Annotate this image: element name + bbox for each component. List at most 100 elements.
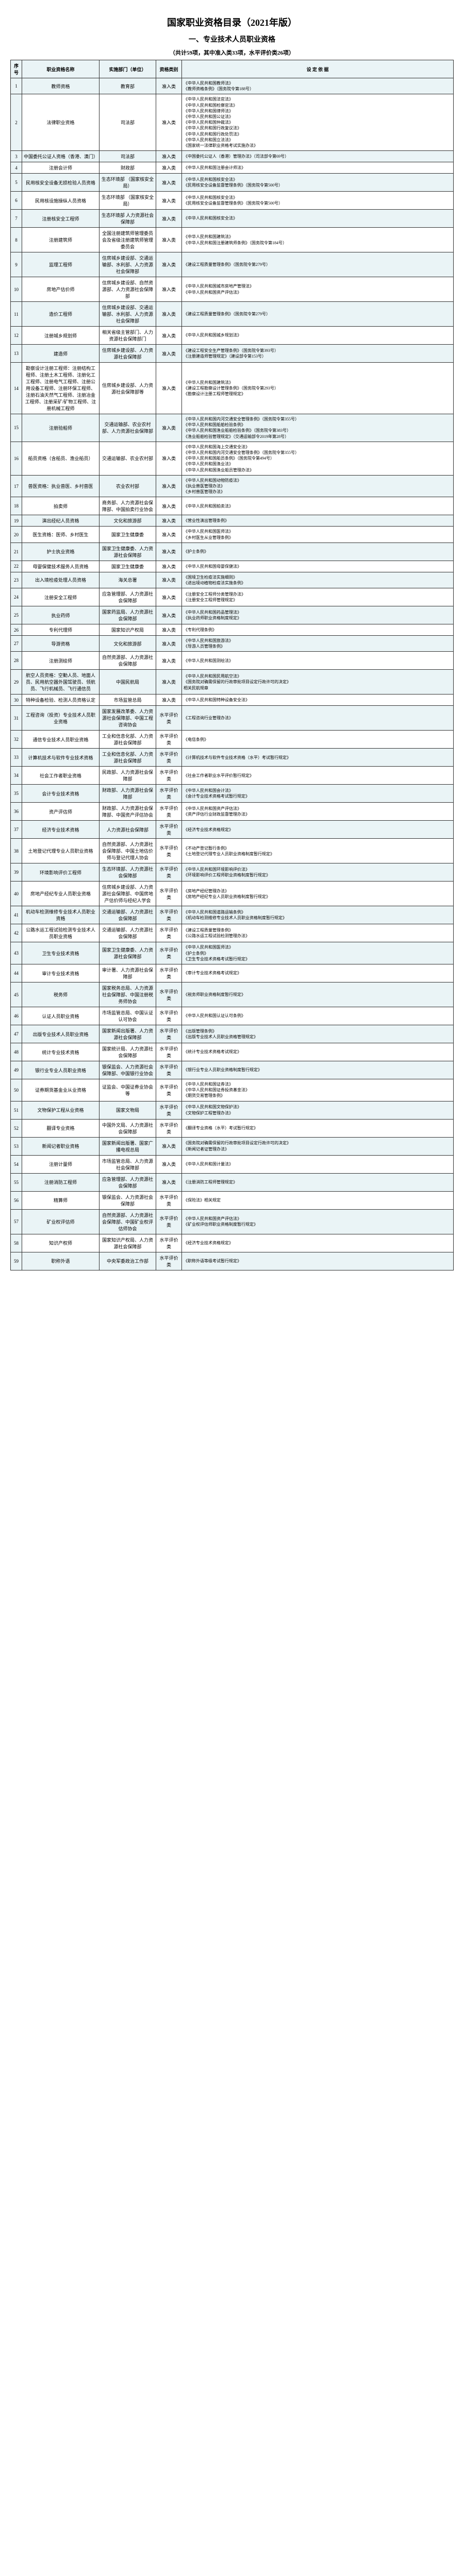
cell-basis: 《职称外语等级考试暂行规定》 <box>182 1252 454 1270</box>
cell-seq: 27 <box>11 636 22 652</box>
cell-type: 准入类 <box>156 636 182 652</box>
cell-dept: 应急管理部、人力资源社会保障部 <box>100 1173 156 1191</box>
cell-name: 专利代理师 <box>22 624 100 636</box>
cell-name: 出版专业技术人员职业资格 <box>22 1025 100 1043</box>
cell-basis: 《中国委托公证人（香港）管理办法》（司法部令第69号） <box>182 151 454 162</box>
cell-type: 准入类 <box>156 606 182 624</box>
cell-dept: 生态环境部、人力资源社会保障部 <box>100 863 156 882</box>
table-row: 13建造师住房城乡建设部、人力资源社会保障部准入类《建设工程安全生产管理条例》（… <box>11 345 454 363</box>
table-row: 31工程咨询（投资）专业技术人员职业资格国家发展改革委、人力资源社会保障部、中国… <box>11 706 454 731</box>
table-row: 24注册安全工程师应急管理部、人力资源社会保障部准入类《注册安全工程师分类管理办… <box>11 588 454 606</box>
cell-seq: 37 <box>11 821 22 839</box>
cell-dept: 文化和旅游部 <box>100 515 156 527</box>
cell-basis: 《专利代理条例》 <box>182 624 454 636</box>
cell-dept: 国家知识产权局 <box>100 624 156 636</box>
cell-type: 水平评价类 <box>156 767 182 785</box>
cell-name: 船员资格（含船员、渔业船员） <box>22 442 100 475</box>
cell-name: 认证人员职业资格 <box>22 1007 100 1025</box>
cell-type: 准入类 <box>156 694 182 706</box>
cell-seq: 19 <box>11 515 22 527</box>
cell-basis: 《建设工程质量管理条例》《公路水运工程试验检测管理办法》 <box>182 924 454 942</box>
cell-seq: 56 <box>11 1191 22 1209</box>
cell-type: 准入类 <box>156 670 182 694</box>
cell-dept: 教育部 <box>100 78 156 94</box>
cell-seq: 20 <box>11 527 22 543</box>
cell-dept: 国家卫生健康委、人力资源社会保障部 <box>100 543 156 561</box>
cell-dept: 自然资源部、人力资源社会保障部、中国土地估价师与登记代理人协会 <box>100 839 156 863</box>
cell-seq: 7 <box>11 210 22 228</box>
cell-basis: 《银行业专业人员职业资格制度暂行规定》 <box>182 1061 454 1079</box>
table-row: 5民用核安全设备无损检验人员资格生态环境部 （国家核安全局）准入类《中华人民共和… <box>11 174 454 192</box>
cell-basis: 《中华人民共和国医师法》《乡村医生从业管理条例》 <box>182 527 454 543</box>
cell-basis: 《工程咨询行业管理办法》 <box>182 706 454 731</box>
cell-type: 准入类 <box>156 1155 182 1173</box>
table-row: 21护士执业资格国家卫生健康委、人力资源社会保障部准入类《护士条例》 <box>11 543 454 561</box>
cell-name: 执业药师 <box>22 606 100 624</box>
cell-seq: 6 <box>11 192 22 210</box>
cell-seq: 49 <box>11 1061 22 1079</box>
table-row: 48统计专业技术资格国家统计局、人力资源社会保障部水平评价类《统计专业技术资格考… <box>11 1043 454 1061</box>
cell-type: 准入类 <box>156 497 182 515</box>
cell-dept: 国家文物局 <box>100 1101 156 1119</box>
cell-dept: 中国民航局 <box>100 670 156 694</box>
cell-dept: 民政部、人力资源社会保障部 <box>100 767 156 785</box>
cell-type: 准入类 <box>156 174 182 192</box>
cell-name: 卫生专业技术资格 <box>22 942 100 964</box>
cell-name: 特种设备检验、检测人员资格认定 <box>22 694 100 706</box>
cell-dept: 司法部 <box>100 94 156 151</box>
cell-name: 房地产经纪专业人员职业资格 <box>22 882 100 906</box>
table-row: 28注册测绘师自然资源部、人力资源社会保障部准入类《中华人民共和国测绘法》 <box>11 652 454 670</box>
cell-name: 环境影响评价工程师 <box>22 863 100 882</box>
cell-name: 知识产权师 <box>22 1234 100 1252</box>
cell-type: 水平评价类 <box>156 906 182 924</box>
cell-name: 公路水运工程试验检测专业技术人员职业资格 <box>22 924 100 942</box>
cell-type: 水平评价类 <box>156 982 182 1007</box>
cell-name: 银行业专业人员职业资格 <box>22 1061 100 1079</box>
cell-basis: 《中华人民共和国内河交通安全管理条例》（国务院令第355号）《中华人民共和国船舶… <box>182 414 454 442</box>
table-row: 43卫生专业技术资格国家卫生健康委、人力资源社会保障部水平评价类《中华人民共和国… <box>11 942 454 964</box>
cell-type: 准入类 <box>156 277 182 302</box>
cell-seq: 33 <box>11 749 22 767</box>
cell-seq: 2 <box>11 94 22 151</box>
cell-basis: 《中华人民共和国认证认可条例》 <box>182 1007 454 1025</box>
table-row: 52翻译专业资格中国外文局、人力资源社会保障部水平评价类《翻译专业资格（水平）考… <box>11 1119 454 1137</box>
cell-basis: 《中华人民共和国核安全法》《民用核安全设备监督管理条例》（国务院令第500号） <box>182 192 454 210</box>
table-row: 1教师资格教育部准入类《中华人民共和国教师法》《教师资格条例》（国务院令第188… <box>11 78 454 94</box>
cell-name: 资产评估师 <box>22 803 100 821</box>
cell-basis: 《经济专业技术资格规定》 <box>182 821 454 839</box>
cell-dept: 国家卫生健康委 <box>100 527 156 543</box>
cell-dept: 住房城乡建设部、人力资源社会保障部、中国房地产估价师与经纪人学会 <box>100 882 156 906</box>
cell-type: 准入类 <box>156 475 182 497</box>
table-row: 27导游资格文化和旅游部准入类《中华人民共和国旅游法》《导游人员管理条例》 <box>11 636 454 652</box>
cell-dept: 工业和信息化部、人力资源社会保障部 <box>100 749 156 767</box>
cell-seq: 40 <box>11 882 22 906</box>
cell-dept: 证监会、中国证券业协会等 <box>100 1079 156 1101</box>
cell-type: 准入类 <box>156 162 182 174</box>
cell-dept: 银保监会、人力资源社会保障部、中国银行业协会 <box>100 1061 156 1079</box>
cell-dept: 国家卫生健康委、人力资源社会保障部 <box>100 942 156 964</box>
cell-basis: 《中华人民共和国法官法》《中华人民共和国检察官法》《中华人民共和国律师法》《中华… <box>182 94 454 151</box>
cell-basis: 《社会工作者职业水平评价暂行规定》 <box>182 767 454 785</box>
table-row: 9监理工程师住房城乡建设部、交通运输部、水利部、人力资源社会保障部准入类《建设工… <box>11 252 454 277</box>
cell-type: 水平评价类 <box>156 924 182 942</box>
cell-basis: 《中华人民共和国动物防疫法》《执业兽医管理办法》《乡村兽医管理办法》 <box>182 475 454 497</box>
cell-seq: 42 <box>11 924 22 942</box>
cell-name: 民用核设施操纵人员资格 <box>22 192 100 210</box>
cell-type: 水平评价类 <box>156 1119 182 1137</box>
cell-type: 水平评价类 <box>156 1101 182 1119</box>
cell-type: 水平评价类 <box>156 942 182 964</box>
cell-name: 护士执业资格 <box>22 543 100 561</box>
cell-basis: 《中华人民共和国注册会计师法》 <box>182 162 454 174</box>
cell-type: 准入类 <box>156 543 182 561</box>
cell-seq: 9 <box>11 252 22 277</box>
cell-basis: 《中华人民共和国计量法》 <box>182 1155 454 1173</box>
cell-type: 准入类 <box>156 414 182 442</box>
cell-name: 法律职业资格 <box>22 94 100 151</box>
cell-basis: 《房地产经纪管理办法》《房地产经纪专业人员职业资格制度暂行规定》 <box>182 882 454 906</box>
table-row: 36资产评估师财政部、人力资源社会保障部、中国资产评估协会水平评价类《中华人民共… <box>11 803 454 821</box>
cell-type: 准入类 <box>156 302 182 327</box>
section-title: 一、专业技术人员职业资格 <box>10 34 454 44</box>
cell-seq: 17 <box>11 475 22 497</box>
cell-basis: 《统计专业技术资格考试规定》 <box>182 1043 454 1061</box>
table-row: 47出版专业技术人员职业资格国家新闻出版署、人力资源社会保障部水平评价类《出版管… <box>11 1025 454 1043</box>
